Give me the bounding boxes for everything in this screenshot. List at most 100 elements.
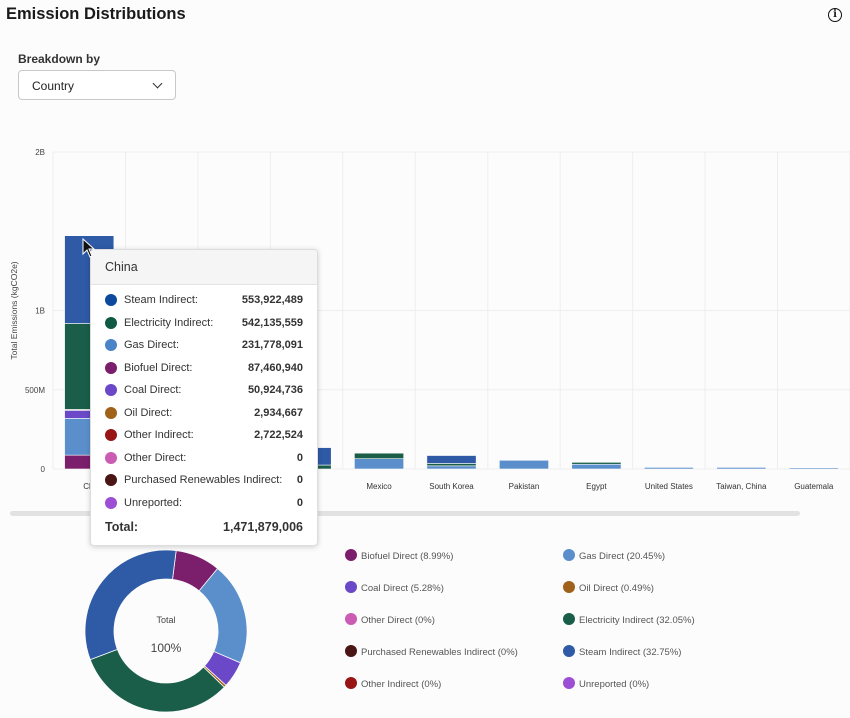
bar-segment-egypt-electricity-indirect[interactable] xyxy=(571,462,622,465)
bar-segment-guatemala-gas-direct[interactable] xyxy=(788,467,839,470)
x-tick-label: Mexico xyxy=(366,482,392,491)
tooltip-row-value: 2,934,667 xyxy=(254,406,303,419)
legend-item-electricity-indirect[interactable]: Electricity Indirect (32.05%) xyxy=(563,613,695,628)
donut-slice-electricity-indirect[interactable] xyxy=(89,648,225,713)
legend-swatch xyxy=(345,613,357,626)
y-tick-label: 500M xyxy=(25,386,45,395)
tooltip-row-coal-direct: Coal Direct: 50,924,736 xyxy=(105,382,303,398)
tooltip-swatch xyxy=(105,361,117,374)
tooltip-row-label: Other Indirect: xyxy=(124,429,194,441)
tooltip-total-value: 1,471,879,006 xyxy=(223,520,303,534)
tooltip-row-label: Biofuel Direct: xyxy=(124,361,193,374)
legend-item-gas-direct[interactable]: Gas Direct (20.45%) xyxy=(563,549,666,564)
tooltip-row-label: Gas Direct: xyxy=(124,339,180,351)
bar-segment-pakistan-gas-direct[interactable] xyxy=(499,459,549,470)
bar-segment-south-korea-gas-direct[interactable] xyxy=(426,465,477,470)
legend-swatch xyxy=(345,645,357,658)
tooltip-row-label: Purchased Renewables Indirect: xyxy=(124,474,283,486)
legend-label: Other Indirect (0%) xyxy=(361,679,442,690)
tooltip-swatch xyxy=(105,474,117,486)
chevron-down-icon xyxy=(152,78,163,89)
tooltip-swatch xyxy=(105,451,117,464)
tooltip-row-value: 0 xyxy=(296,474,303,486)
tooltip-row-electricity-indirect: Electricity Indirect: 542,135,559 xyxy=(105,315,303,331)
legend-label: Steam Indirect (32.75%) xyxy=(579,647,682,658)
legend-label: Purchased Renewables Indirect (0%) xyxy=(361,647,518,658)
x-tick-label: Guatemala xyxy=(794,482,834,491)
tooltip-row-label: Coal Direct: xyxy=(124,384,182,396)
y-tick-label: 0 xyxy=(41,465,46,474)
legend-item-unreported[interactable]: Unreported (0%) xyxy=(563,677,650,692)
y-tick-label: 2B xyxy=(35,148,45,157)
mouse-cursor-icon xyxy=(82,238,96,258)
tooltip-row-value: 2,722,524 xyxy=(254,429,303,441)
tooltip-swatch xyxy=(105,339,117,351)
legend-item-steam-indirect[interactable]: Steam Indirect (32.75%) xyxy=(563,645,682,660)
legend-label: Electricity Indirect (32.05%) xyxy=(579,615,695,626)
legend-label: Unreported (0%) xyxy=(579,679,650,690)
tooltip-row-label: Electricity Indirect: xyxy=(124,316,214,329)
tooltip-row-value: 231,778,091 xyxy=(241,339,303,351)
tooltip-row-label: Unreported: xyxy=(124,496,183,509)
tooltip-swatch xyxy=(105,294,117,306)
tooltip-row-unreported: Unreported: 0 xyxy=(105,495,303,511)
legend-swatch xyxy=(563,549,575,562)
breakdown-select[interactable]: Country xyxy=(18,70,176,100)
x-tick-label: Egypt xyxy=(586,482,607,491)
tooltip-row-other-direct: Other Direct: 0 xyxy=(105,450,303,466)
chart-tooltip: China Total: 1,471,879,006 Steam Indirec… xyxy=(90,249,318,546)
tooltip-row-steam-indirect: Steam Indirect: 553,922,489 xyxy=(105,292,303,308)
info-icon[interactable]: i xyxy=(828,8,842,22)
tooltip-swatch xyxy=(105,406,117,419)
y-axis-label: Total Emissions (kgCO2e) xyxy=(9,261,19,359)
y-tick-label: 1B xyxy=(35,307,45,316)
tooltip-row-value: 542,135,559 xyxy=(241,316,303,329)
legend-label: Biofuel Direct (8.99%) xyxy=(361,551,454,562)
legend-item-other-indirect[interactable]: Other Indirect (0%) xyxy=(345,677,442,692)
legend-item-oil-direct[interactable]: Oil Direct (0.49%) xyxy=(563,581,654,596)
legend-swatch xyxy=(345,549,357,562)
x-tick-label: South Korea xyxy=(429,482,474,491)
x-tick-label: Pakistan xyxy=(509,482,540,491)
legend-label: Coal Direct (5.28%) xyxy=(361,583,444,594)
x-tick-label: Taiwan, China xyxy=(716,482,767,491)
legend-item-other-direct[interactable]: Other Direct (0%) xyxy=(345,613,435,628)
bar-segment-mexico-gas-direct[interactable] xyxy=(354,458,404,470)
chart-scrollbar[interactable] xyxy=(10,511,800,516)
donut-slice-steam-indirect[interactable] xyxy=(84,549,177,661)
tooltip-row-purchased-renewables-indirect: Purchased Renewables Indirect: 0 xyxy=(105,472,303,488)
legend-swatch xyxy=(563,645,575,658)
tooltip-swatch xyxy=(105,496,117,509)
legend-label: Gas Direct (20.45%) xyxy=(579,551,666,562)
bar-segment-taiwan-china-gas-direct[interactable] xyxy=(716,467,767,470)
tooltip-row-biofuel-direct: Biofuel Direct: 87,460,940 xyxy=(105,360,303,376)
legend-item-biofuel-direct[interactable]: Biofuel Direct (8.99%) xyxy=(345,549,454,564)
bar-segment-south-korea-electricity-indirect[interactable] xyxy=(426,463,477,467)
legend-item-coal-direct[interactable]: Coal Direct (5.28%) xyxy=(345,581,444,596)
legend-label: Oil Direct (0.49%) xyxy=(579,583,654,594)
tooltip-row-label: Oil Direct: xyxy=(124,406,173,419)
bar-segment-mexico-electricity-indirect[interactable] xyxy=(354,452,404,459)
tooltip-row-value: 553,922,489 xyxy=(241,294,303,306)
tooltip-swatch xyxy=(105,384,117,396)
bar-segment-united-states-gas-direct[interactable] xyxy=(643,467,694,470)
legend-item-purchased-renewables-indirect[interactable]: Purchased Renewables Indirect (0%) xyxy=(345,645,518,660)
donut-slice-gas-direct[interactable] xyxy=(198,567,248,664)
legend-swatch xyxy=(563,677,575,690)
legend-swatch xyxy=(345,581,357,594)
tooltip-row-oil-direct: Oil Direct: 2,934,667 xyxy=(105,405,303,421)
tooltip-total: Total: 1,471,879,006 xyxy=(105,520,303,534)
page-title: Emission Distributions xyxy=(6,5,186,23)
donut-chart: Total 100% xyxy=(84,549,248,713)
tooltip-row-value: 87,460,940 xyxy=(247,361,303,374)
tooltip-title: China xyxy=(91,250,317,285)
tooltip-row-value: 0 xyxy=(296,451,303,464)
tooltip-row-other-indirect: Other Indirect: 2,722,524 xyxy=(105,427,303,443)
donut-center-label: Total xyxy=(156,615,175,625)
bar-segment-egypt-gas-direct[interactable] xyxy=(571,463,622,470)
tooltip-row-gas-direct: Gas Direct: 231,778,091 xyxy=(105,337,303,353)
bar-segment-south-korea-steam-indirect[interactable] xyxy=(426,455,477,464)
legend-swatch xyxy=(563,613,575,626)
tooltip-total-label: Total: xyxy=(105,520,139,534)
tooltip-row-label: Steam Indirect: xyxy=(124,294,198,306)
